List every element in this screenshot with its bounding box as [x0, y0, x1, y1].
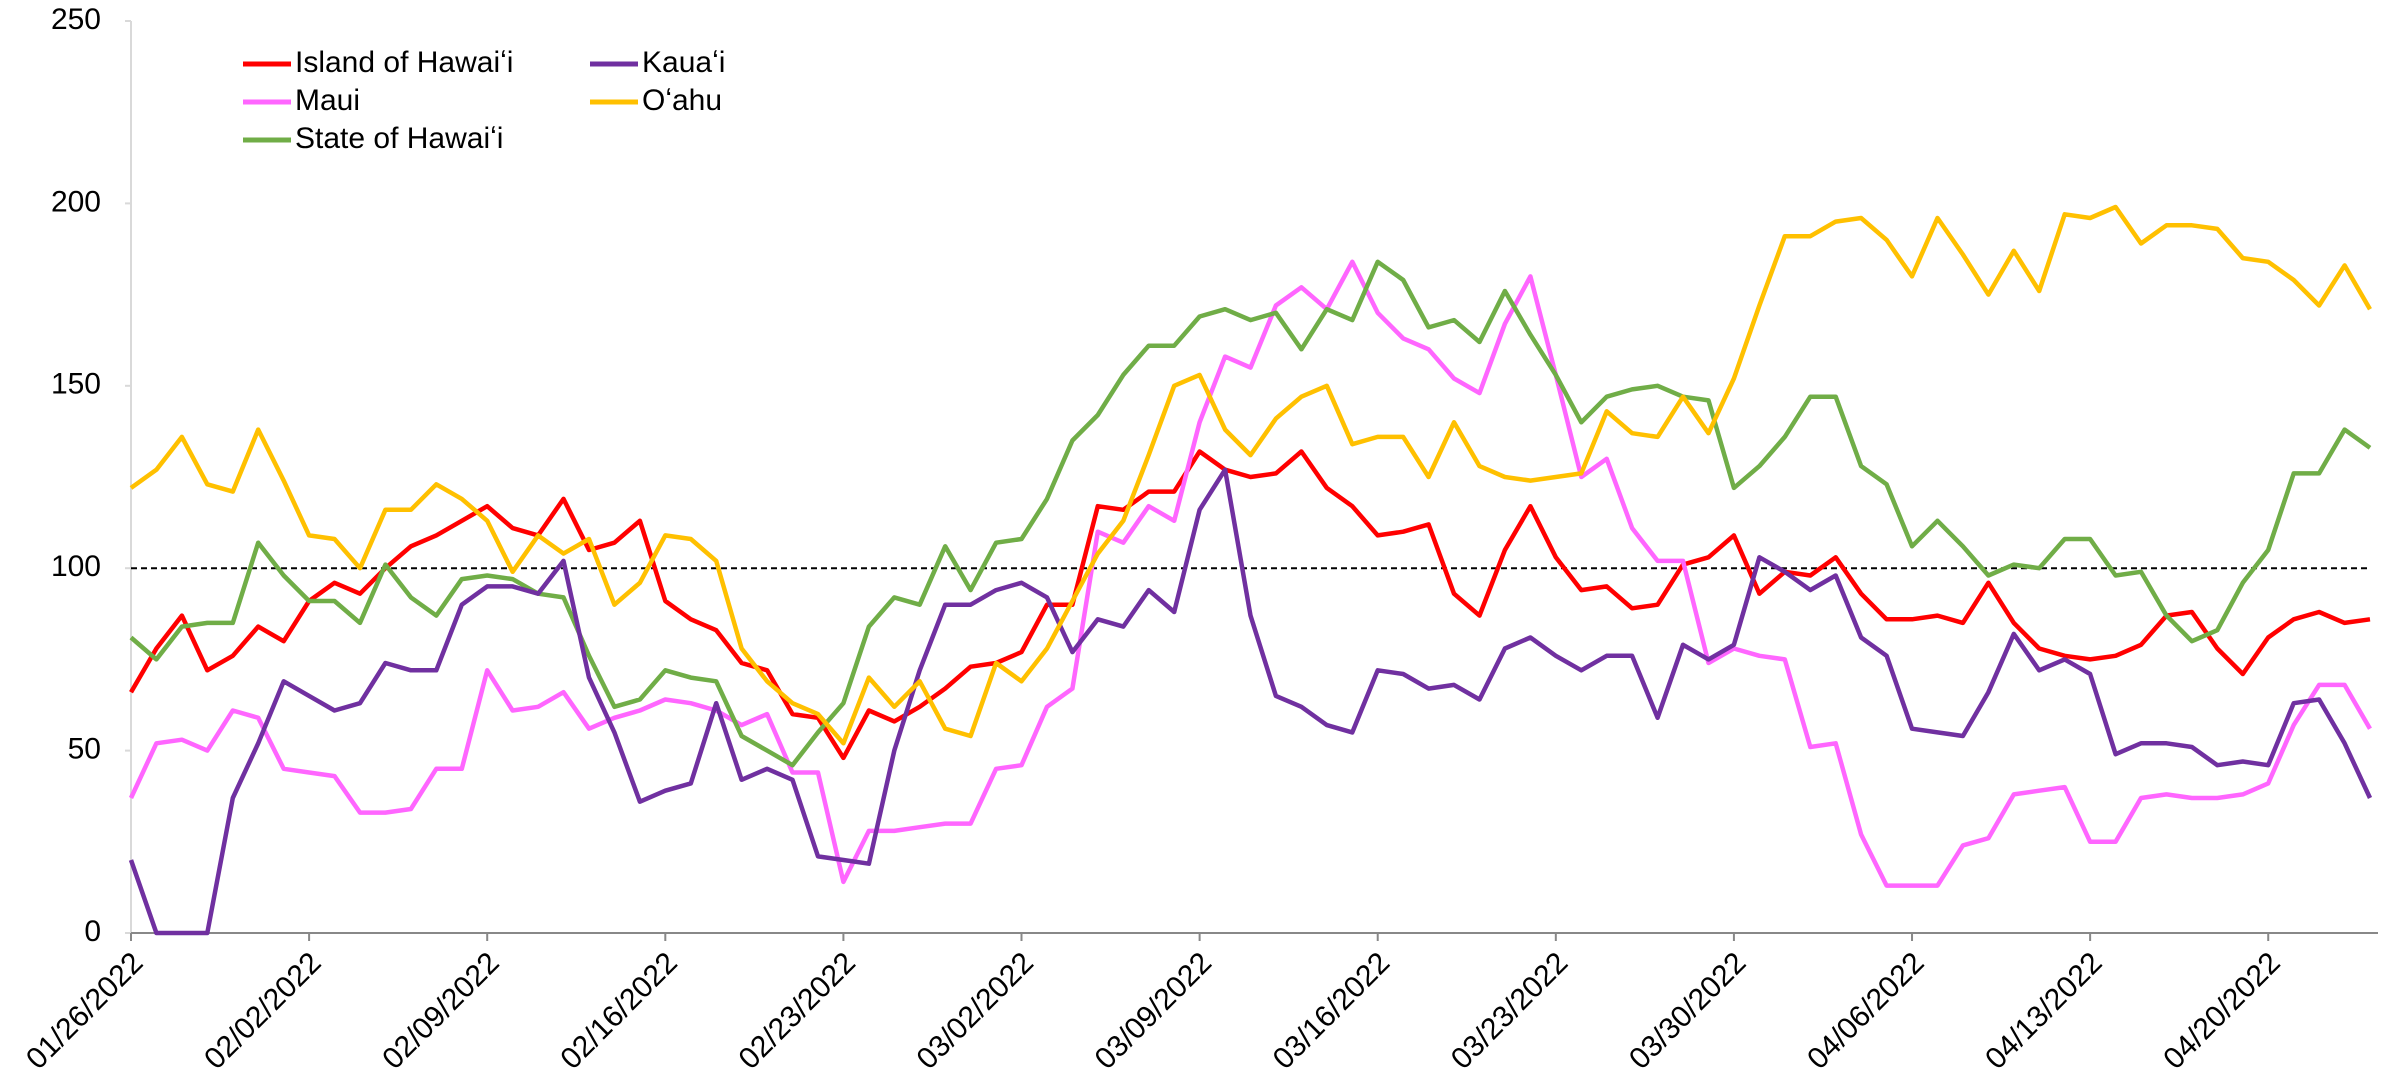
x-tick-label: 01/26/2022 — [20, 946, 150, 1076]
x-tick-label: 03/16/2022 — [1267, 946, 1397, 1076]
y-tick-label: 150 — [51, 368, 101, 401]
legend-label: State of Hawaiʻi — [295, 122, 503, 155]
legend-label: Island of Hawaiʻi — [295, 46, 513, 79]
series-line — [129, 259, 2372, 768]
x-tick-label: 03/23/2022 — [1445, 946, 1575, 1076]
y-tick-label: 50 — [68, 733, 101, 766]
x-tick-label: 02/02/2022 — [198, 946, 328, 1076]
legend-label: Maui — [295, 84, 360, 117]
y-tick-label: 0 — [84, 915, 101, 948]
x-tick-label: 03/30/2022 — [1623, 946, 1753, 1076]
series-line — [128, 259, 2372, 888]
y-tick-label: 250 — [51, 3, 101, 36]
y-tick-label: 100 — [51, 550, 101, 583]
legend-label: Oʻahu — [642, 84, 722, 117]
x-tick-label: 03/02/2022 — [911, 946, 1041, 1076]
x-tick-label: 02/16/2022 — [554, 946, 684, 1076]
x-tick-label: 04/13/2022 — [1979, 946, 2109, 1076]
series-line — [128, 467, 2373, 936]
series-line — [129, 204, 2372, 746]
legend-label: Kauaʻi — [642, 46, 725, 79]
y-tick-label: 200 — [51, 185, 101, 218]
x-tick-label: 04/20/2022 — [2157, 946, 2287, 1076]
x-tick-label: 04/06/2022 — [1801, 946, 1931, 1076]
series-line — [129, 449, 2371, 761]
x-tick-label: 03/09/2022 — [1089, 946, 1219, 1076]
x-tick-label: 02/23/2022 — [732, 946, 862, 1076]
x-tick-label: 02/09/2022 — [376, 946, 506, 1076]
